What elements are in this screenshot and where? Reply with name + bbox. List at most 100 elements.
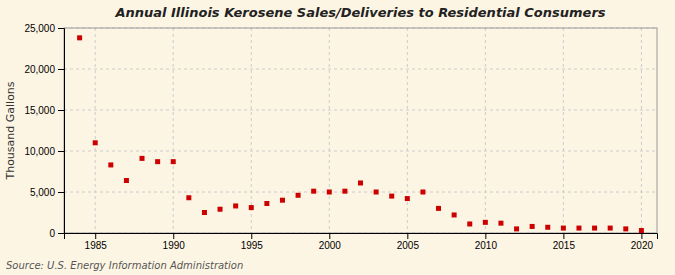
grid-line bbox=[329, 28, 330, 233]
grid-line bbox=[563, 28, 564, 233]
data-point bbox=[108, 162, 113, 167]
data-point bbox=[639, 228, 644, 233]
data-point bbox=[530, 224, 535, 229]
x-tick-label: 2000 bbox=[319, 240, 342, 251]
x-tick-mark bbox=[95, 233, 96, 239]
x-tick-label: 1995 bbox=[241, 240, 264, 251]
x-tick: 2005 bbox=[397, 233, 420, 251]
data-point bbox=[280, 198, 285, 203]
data-point bbox=[358, 180, 363, 185]
y-tick-mark bbox=[58, 28, 64, 29]
y-tick: 10,000 bbox=[24, 146, 64, 157]
grid-line bbox=[95, 28, 96, 233]
grid-line bbox=[251, 28, 252, 233]
x-tick-label: 2005 bbox=[397, 240, 420, 251]
chart: 1985 1990 1995 2000 2005 2010 2015 2020 0 5,000 10… bbox=[0, 0, 675, 275]
y-tick-mark bbox=[58, 151, 64, 152]
data-point bbox=[124, 178, 129, 183]
data-point bbox=[483, 220, 488, 225]
marks bbox=[77, 35, 644, 233]
grid-line bbox=[173, 28, 174, 233]
x-tick-mark bbox=[641, 233, 642, 239]
y-tick: 20,000 bbox=[24, 64, 64, 75]
grid-line bbox=[64, 69, 657, 70]
y-tick-mark bbox=[58, 192, 64, 193]
data-point bbox=[186, 195, 191, 200]
x-tick-label: 1985 bbox=[85, 240, 108, 251]
x-tick-mark bbox=[485, 233, 486, 239]
y-tick-label: 0 bbox=[49, 228, 55, 239]
y-tick-mark bbox=[58, 69, 64, 70]
x-tick-label: 1990 bbox=[163, 240, 186, 251]
x-tick: 2000 bbox=[319, 233, 342, 251]
data-point bbox=[514, 226, 519, 231]
y-axis-title: Thousand Gallons bbox=[4, 81, 17, 180]
x-axis: 1985 1990 1995 2000 2005 2010 2015 2020 bbox=[65, 233, 658, 251]
data-point bbox=[249, 205, 254, 210]
title: Annual Illinois Kerosene Sales/Deliverie… bbox=[114, 5, 605, 20]
data-point bbox=[233, 203, 238, 208]
x-tick-label: 2015 bbox=[553, 240, 576, 251]
data-point bbox=[561, 226, 566, 231]
x-tick-mark bbox=[251, 233, 252, 239]
x-tick: 2010 bbox=[475, 233, 498, 251]
data-point bbox=[155, 159, 160, 164]
data-point bbox=[218, 207, 223, 212]
y-tick-label: 25,000 bbox=[24, 23, 55, 34]
data-point bbox=[140, 156, 145, 161]
data-point bbox=[77, 35, 82, 40]
x-tick: 1990 bbox=[163, 233, 186, 251]
data-point bbox=[311, 189, 316, 194]
data-point bbox=[592, 226, 597, 231]
x-tick-mark bbox=[563, 233, 564, 239]
grid-line bbox=[485, 28, 486, 233]
y-tick-label: 15,000 bbox=[24, 105, 55, 116]
data-point bbox=[608, 226, 613, 231]
data-point bbox=[452, 212, 457, 217]
x-tick-mark bbox=[173, 233, 174, 239]
grid-line bbox=[407, 28, 408, 233]
data-point bbox=[296, 193, 301, 198]
grid-line bbox=[64, 151, 657, 152]
grid-line bbox=[64, 110, 657, 111]
x-tick: 2015 bbox=[553, 233, 576, 251]
y-tick: 0 bbox=[49, 228, 64, 239]
y-tick: 25,000 bbox=[24, 23, 64, 34]
y-tick-label: 20,000 bbox=[24, 64, 55, 75]
data-point bbox=[623, 226, 628, 231]
x-tick: 2020 bbox=[631, 233, 654, 251]
grid-line bbox=[641, 28, 642, 233]
x-tick-mark bbox=[329, 233, 330, 239]
data-point bbox=[327, 190, 332, 195]
y-tick: 5,000 bbox=[30, 187, 64, 198]
data-point bbox=[498, 221, 503, 226]
data-point bbox=[545, 225, 550, 230]
data-point bbox=[202, 210, 207, 215]
grid-line bbox=[64, 192, 657, 193]
x-tick-mark bbox=[407, 233, 408, 239]
data-point bbox=[374, 190, 379, 195]
grid bbox=[64, 28, 657, 233]
data-point bbox=[264, 201, 269, 206]
data-point bbox=[93, 140, 98, 145]
y-tick-mark bbox=[58, 110, 64, 111]
plot: 1985 1990 1995 2000 2005 2010 2015 2020 0 5,000 10… bbox=[24, 23, 657, 251]
x-tick: 1985 bbox=[85, 233, 108, 251]
data-point bbox=[436, 206, 441, 211]
data-point bbox=[342, 189, 347, 194]
y-tick: 15,000 bbox=[24, 105, 64, 116]
x-tick-label: 2020 bbox=[631, 240, 654, 251]
x-tick: 1995 bbox=[241, 233, 264, 251]
plot-frame bbox=[64, 28, 657, 233]
data-point bbox=[576, 226, 581, 231]
y-tick-mark bbox=[58, 233, 64, 234]
data-point bbox=[171, 159, 176, 164]
y-axis: 0 5,000 10,000 15,000 20,000 25,000 bbox=[24, 23, 64, 239]
y-tick-label: 5,000 bbox=[30, 187, 55, 198]
data-point bbox=[420, 190, 425, 195]
x-axis-line bbox=[65, 234, 658, 240]
y-axis-line bbox=[58, 29, 65, 234]
x-tick-label: 2010 bbox=[475, 240, 498, 251]
data-point bbox=[467, 221, 472, 226]
y-tick-label: 10,000 bbox=[24, 146, 55, 157]
